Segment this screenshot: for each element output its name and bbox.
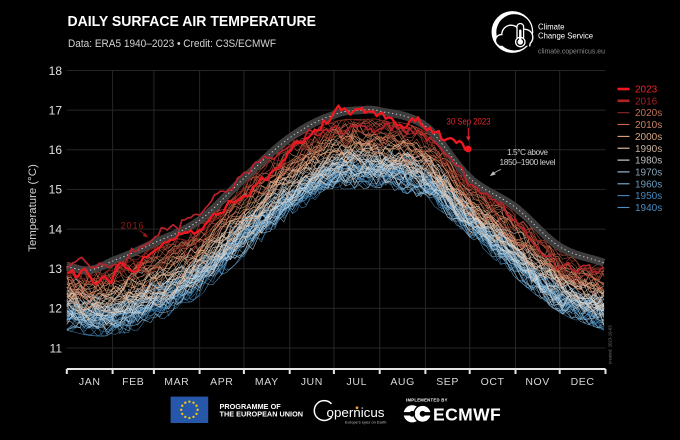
svg-text:1950s: 1950s — [635, 191, 662, 202]
svg-text:18: 18 — [49, 64, 63, 78]
svg-text:2016: 2016 — [635, 96, 658, 107]
svg-text:PROGRAMME OF: PROGRAMME OF — [220, 402, 282, 411]
svg-text:DAILY SURFACE AIR TEMPERATURE: DAILY SURFACE AIR TEMPERATURE — [68, 14, 317, 30]
svg-text:30 Sep 2023: 30 Sep 2023 — [447, 117, 491, 127]
svg-text:APR: APR — [210, 376, 233, 388]
svg-text:MAY: MAY — [255, 376, 279, 388]
svg-text:13: 13 — [49, 262, 63, 276]
svg-text:DEC: DEC — [571, 376, 595, 388]
svg-text:created: 2023-10-03: created: 2023-10-03 — [608, 325, 613, 364]
svg-text:Europe’s eyes on Earth: Europe’s eyes on Earth — [345, 420, 387, 425]
svg-text:OCT: OCT — [481, 376, 505, 388]
svg-text:1.5°C above: 1.5°C above — [507, 147, 548, 157]
svg-text:2000s: 2000s — [635, 132, 662, 143]
svg-text:climate.copernicus.eu: climate.copernicus.eu — [538, 47, 605, 56]
svg-text:Change Service: Change Service — [538, 31, 593, 41]
svg-text:11: 11 — [50, 341, 63, 355]
svg-text:ECMWF: ECMWF — [433, 405, 501, 425]
svg-text:JUL: JUL — [347, 376, 367, 388]
svg-text:1940s: 1940s — [635, 203, 662, 214]
svg-text:1850–1900 level: 1850–1900 level — [500, 157, 556, 167]
svg-text:17: 17 — [49, 103, 63, 117]
svg-text:2010s: 2010s — [635, 120, 662, 131]
svg-text:FEB: FEB — [122, 376, 144, 388]
svg-text:1990s: 1990s — [635, 144, 662, 155]
svg-text:1980s: 1980s — [635, 156, 662, 167]
svg-text:Climate: Climate — [538, 21, 565, 31]
svg-text:AUG: AUG — [390, 376, 415, 388]
svg-text:JAN: JAN — [79, 376, 101, 388]
svg-text:1970s: 1970s — [635, 167, 662, 178]
svg-text:Temperature (°C): Temperature (°C) — [27, 164, 39, 252]
svg-text:1960s: 1960s — [635, 179, 662, 190]
svg-text:MAR: MAR — [164, 376, 189, 388]
svg-text:IMPLEMENTED BY: IMPLEMENTED BY — [406, 398, 448, 403]
svg-text:2023: 2023 — [635, 85, 658, 96]
svg-text:JUN: JUN — [301, 376, 323, 388]
svg-text:14: 14 — [49, 222, 63, 236]
svg-text:SEP: SEP — [436, 376, 459, 388]
svg-text:THE EUROPEAN UNION: THE EUROPEAN UNION — [220, 410, 304, 419]
svg-text:15: 15 — [49, 183, 63, 197]
svg-text:NOV: NOV — [525, 376, 550, 388]
svg-text:opernicus: opernicus — [327, 406, 385, 420]
svg-text:12: 12 — [49, 302, 63, 316]
svg-text:2016: 2016 — [121, 221, 144, 231]
svg-text:2020s: 2020s — [635, 108, 662, 119]
svg-text:Data: ERA5 1940–2023 • Credit:: Data: ERA5 1940–2023 • Credit: C3S/ECMWF — [68, 38, 276, 50]
svg-text:16: 16 — [49, 143, 63, 157]
